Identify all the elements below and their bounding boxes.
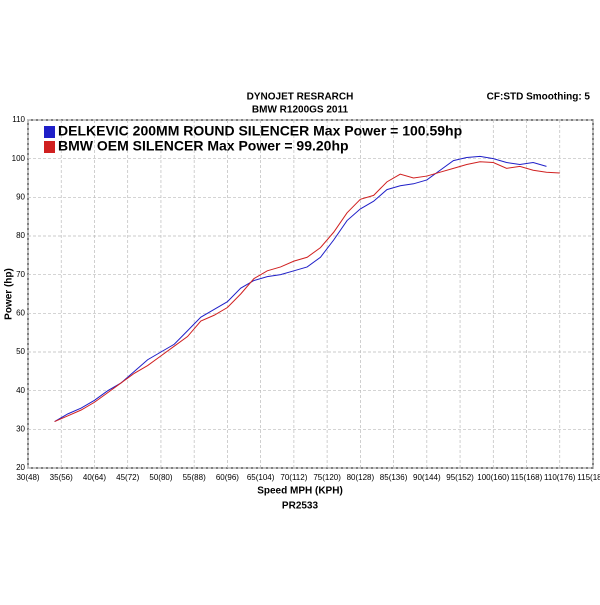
x-tick-label: 35(56) [50,473,73,482]
series-line [54,161,560,423]
x-tick-label: 30(48) [16,473,39,482]
x-tick-label: 60(96) [216,473,239,482]
chart-title: DYNOJET RESRARCH [247,92,354,103]
y-tick-label: 80 [16,231,25,240]
x-tick-label: 50(80) [149,473,172,482]
x-tick-label: 110(176) [544,473,576,482]
x-tick-label: 40(64) [83,473,106,482]
x-tick-label: 55(88) [183,473,206,482]
x-tick-label: 80(128) [347,473,375,482]
x-tick-label: 75(120) [313,473,341,482]
x-axis-label: Speed MPH (KPH) [257,486,343,497]
footer: PR2533 [282,501,319,512]
legend-swatch [44,141,55,153]
plot-frame [27,119,594,469]
x-tick-label: 65(104) [247,473,275,482]
x-tick-label: 70(112) [280,473,307,482]
y-tick-label: 110 [12,115,25,124]
x-tick-label: 115(184) [577,473,600,482]
x-tick-label: 45(72) [116,473,139,482]
y-tick-label: 70 [16,270,25,279]
y-tick-label: 30 [16,424,25,433]
x-tick-label: 100(160) [477,473,509,482]
y-tick-label: 100 [12,154,26,163]
legend-swatch [44,126,55,138]
y-tick-label: 40 [16,386,25,395]
legend-label: DELKEVIC 200MM ROUND SILENCER Max Power … [58,123,462,139]
x-tick-label: 85(136) [380,473,408,482]
series-line [54,155,547,423]
chart-subtitle: BMW R1200GS 2011 [252,105,349,116]
y-tick-label: 20 [16,463,25,472]
y-axis-label: Power (hp) [4,268,15,320]
x-tick-label: 95(152) [446,473,474,482]
y-tick-label: 60 [16,308,25,317]
y-tick-label: 50 [16,347,25,356]
chart-note: CF:STD Smoothing: 5 [487,92,591,103]
x-tick-label: 90(144) [413,473,441,482]
y-tick-label: 90 [16,192,25,201]
legend-label: BMW OEM SILENCER Max Power = 99.20hp [58,138,349,154]
x-tick-label: 115(168) [511,473,543,482]
